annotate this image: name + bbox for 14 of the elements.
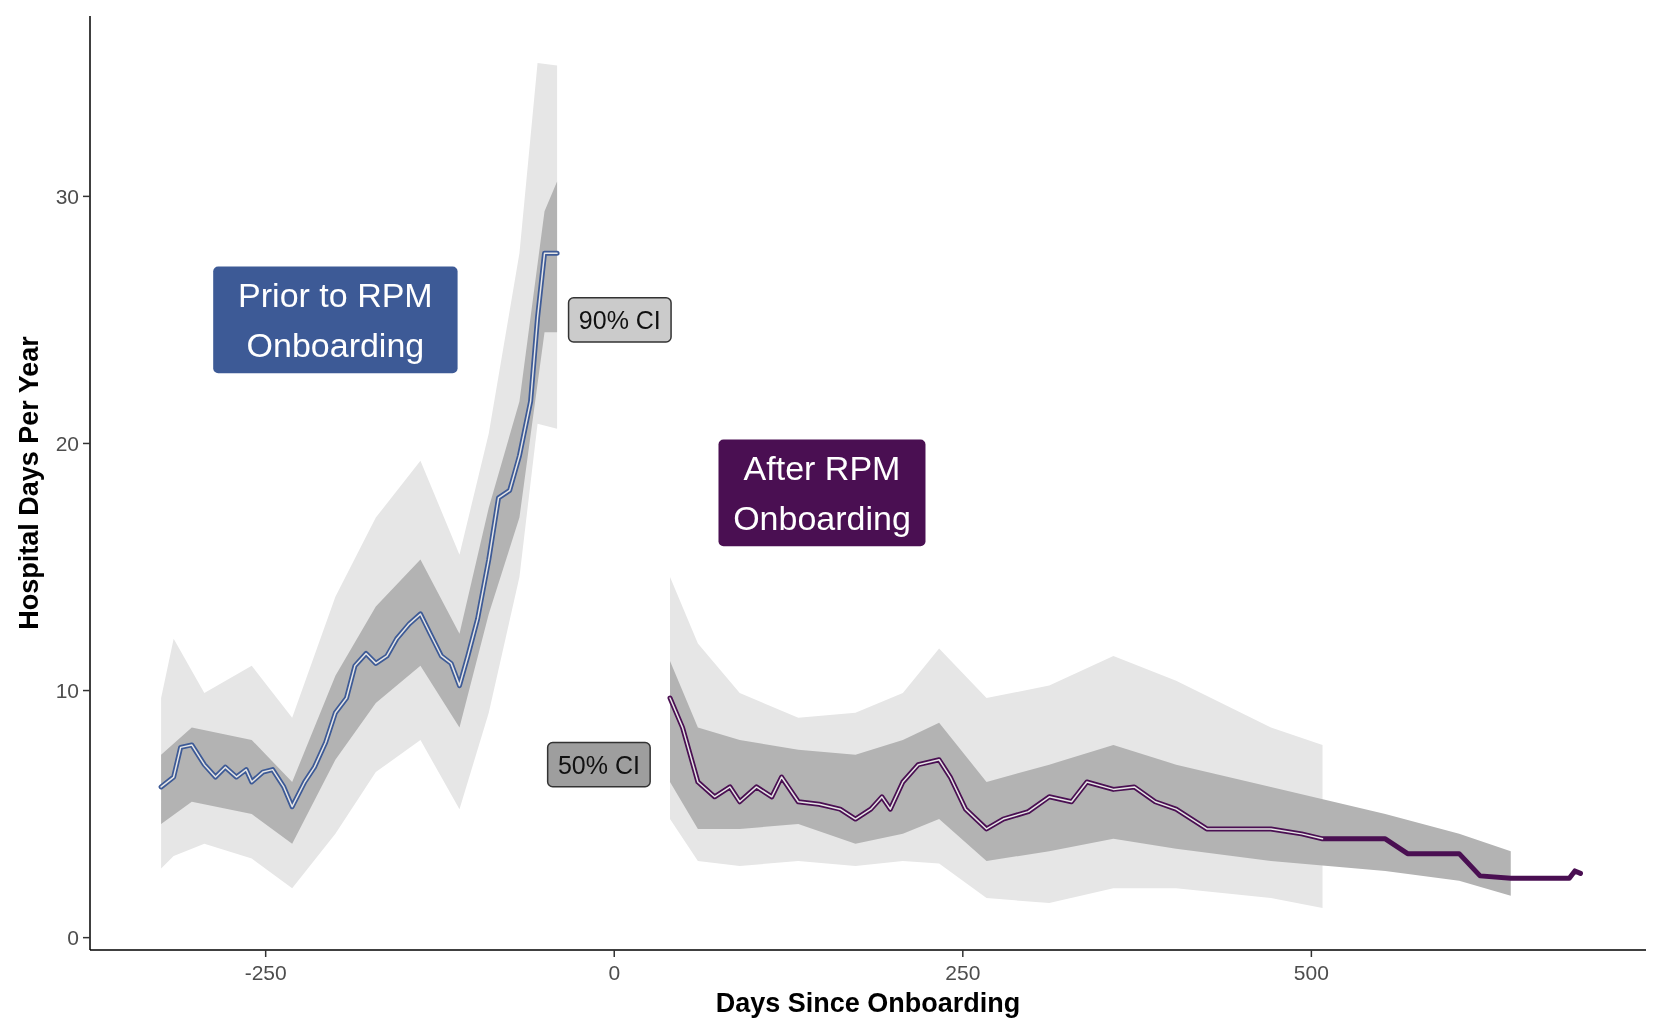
x-tick-label: 500	[1293, 961, 1329, 984]
y-axis-title: Hospital Days Per Year	[14, 335, 44, 630]
y-tick-label: 30	[55, 184, 79, 208]
x-axis-title: Days Since Onboarding	[715, 988, 1021, 1018]
x-tick-label: 0	[608, 961, 621, 984]
x-tick-label: 250	[945, 961, 981, 984]
x-tick-label: -250	[244, 961, 287, 984]
y-tick-label: 0	[67, 926, 79, 950]
text: Prior to RPM Onboarding	[238, 276, 433, 364]
annotation: 90% CI	[578, 305, 661, 334]
text: After RPM Onboarding	[733, 449, 911, 537]
y-tick-label: 20	[55, 431, 79, 455]
annotation: 50% CI	[557, 750, 640, 779]
y-tick-label: 10	[55, 679, 79, 703]
